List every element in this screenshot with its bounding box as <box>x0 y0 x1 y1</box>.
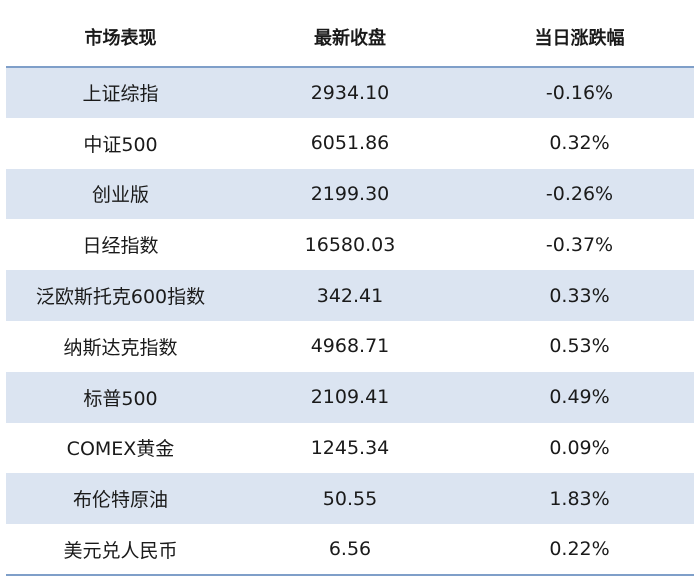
market-name-cell: 纳斯达克指数 <box>6 320 235 372</box>
close-value-cell: 2199.30 <box>235 168 465 220</box>
close-value-cell: 2109.41 <box>235 371 465 423</box>
close-value-cell: 4968.71 <box>235 320 465 372</box>
table-row: 标普500 2109.41 0.49% <box>6 371 694 423</box>
change-value-cell: 0.33% <box>465 270 694 321</box>
table-row: 日经指数 16580.03 -0.37% <box>6 219 694 271</box>
close-value-cell: 6051.86 <box>235 117 465 169</box>
market-name-cell: 标普500 <box>6 371 235 423</box>
close-value-cell: 342.41 <box>235 270 465 321</box>
change-value-cell: -0.16% <box>465 67 694 118</box>
table-row: 美元兑人民币 6.56 0.22% <box>6 524 694 576</box>
market-name-cell: 创业版 <box>6 168 235 220</box>
table-row: 泛欧斯托克600指数 342.41 0.33% <box>6 270 694 321</box>
table-body: 上证综指 2934.10 -0.16% 中证500 6051.86 0.32% … <box>6 67 694 576</box>
market-name-cell: 中证500 <box>6 117 235 169</box>
change-value-cell: 0.09% <box>465 422 694 474</box>
market-name-cell: 上证综指 <box>6 67 235 118</box>
change-value-cell: 0.22% <box>465 524 694 576</box>
close-value-cell: 50.55 <box>235 473 465 525</box>
market-name-cell: COMEX黄金 <box>6 422 235 474</box>
market-name-cell: 日经指数 <box>6 219 235 271</box>
table-row: 创业版 2199.30 -0.26% <box>6 168 694 220</box>
table-header: 市场表现 最新收盘 当日涨跌幅 <box>6 8 694 68</box>
market-name-cell: 美元兑人民币 <box>6 524 235 576</box>
change-value-cell: 1.83% <box>465 473 694 525</box>
market-name-cell: 泛欧斯托克600指数 <box>6 270 235 321</box>
change-value-cell: 0.49% <box>465 371 694 423</box>
header-row: 市场表现 最新收盘 当日涨跌幅 <box>6 8 694 68</box>
header-latest-close: 最新收盘 <box>235 8 465 68</box>
close-value-cell: 1245.34 <box>235 422 465 474</box>
change-value-cell: 0.32% <box>465 117 694 169</box>
close-value-cell: 6.56 <box>235 524 465 576</box>
table-row: COMEX黄金 1245.34 0.09% <box>6 422 694 474</box>
table-row: 中证500 6051.86 0.32% <box>6 117 694 169</box>
table-row: 纳斯达克指数 4968.71 0.53% <box>6 320 694 372</box>
header-market: 市场表现 <box>6 8 235 68</box>
market-performance-table: 市场表现 最新收盘 当日涨跌幅 上证综指 2934.10 -0.16% 中证50… <box>6 8 694 576</box>
table-row: 布伦特原油 50.55 1.83% <box>6 473 694 525</box>
header-daily-change: 当日涨跌幅 <box>465 8 694 68</box>
change-value-cell: 0.53% <box>465 320 694 372</box>
close-value-cell: 2934.10 <box>235 67 465 118</box>
table-row: 上证综指 2934.10 -0.16% <box>6 67 694 118</box>
change-value-cell: -0.26% <box>465 168 694 220</box>
market-name-cell: 布伦特原油 <box>6 473 235 525</box>
change-value-cell: -0.37% <box>465 219 694 271</box>
close-value-cell: 16580.03 <box>235 219 465 271</box>
